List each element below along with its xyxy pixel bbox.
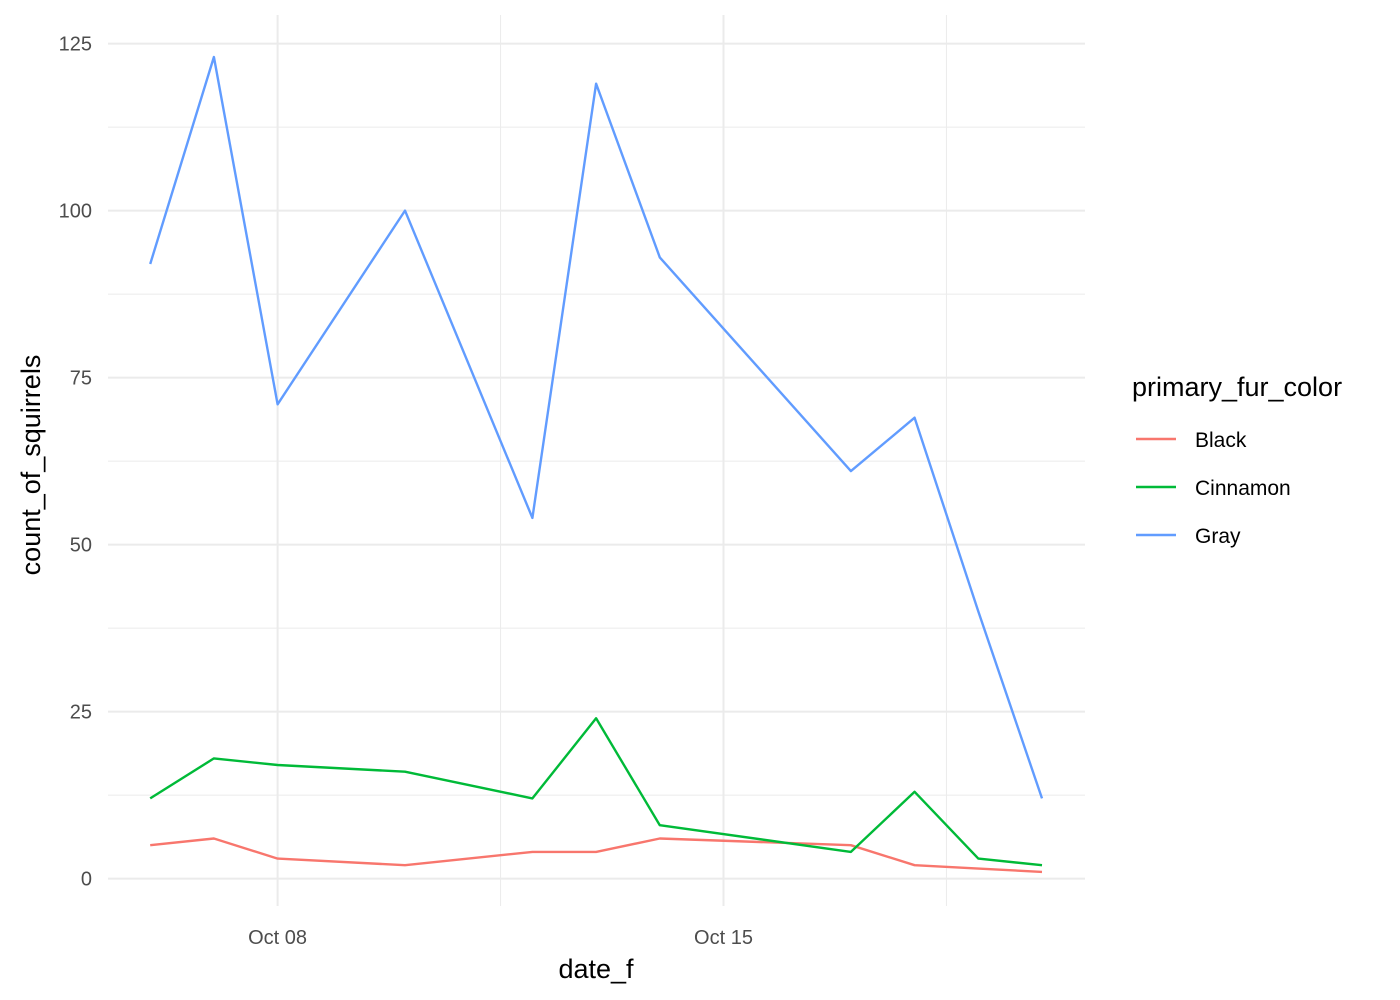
series-line-black (150, 837, 1043, 874)
legend-label-cinnamon: Cinnamon (1195, 477, 1291, 500)
x-tick-label: Oct 15 (694, 927, 753, 949)
x-axis-title: date_f (558, 954, 634, 984)
legend-label-gray: Gray (1195, 525, 1241, 548)
y-tick-label: 0 (81, 869, 92, 891)
x-tick-label: Oct 08 (248, 927, 307, 949)
y-tick-label: 75 (70, 368, 92, 390)
legend-items: Black Cinnamon Gray (1136, 429, 1291, 548)
legend-title: primary_fur_color (1132, 372, 1342, 402)
grid (108, 15, 1085, 906)
legend: primary_fur_color Black Cinnamon Gray (1132, 372, 1342, 548)
y-tick-label: 125 (59, 34, 92, 56)
x-axis-ticks: Oct 08 Oct 15 (248, 927, 753, 949)
y-tick-label: 100 (59, 201, 92, 223)
series-line-gray (149, 55, 1044, 799)
series-line-cinnamon (149, 717, 1043, 867)
legend-label-black: Black (1195, 429, 1247, 452)
y-axis-ticks: 0 25 50 75 100 125 (59, 34, 92, 891)
y-tick-label: 50 (70, 535, 92, 557)
y-tick-label: 25 (70, 702, 92, 724)
series-lines (149, 55, 1044, 874)
y-axis-title: count_of_squirrels (16, 355, 46, 576)
